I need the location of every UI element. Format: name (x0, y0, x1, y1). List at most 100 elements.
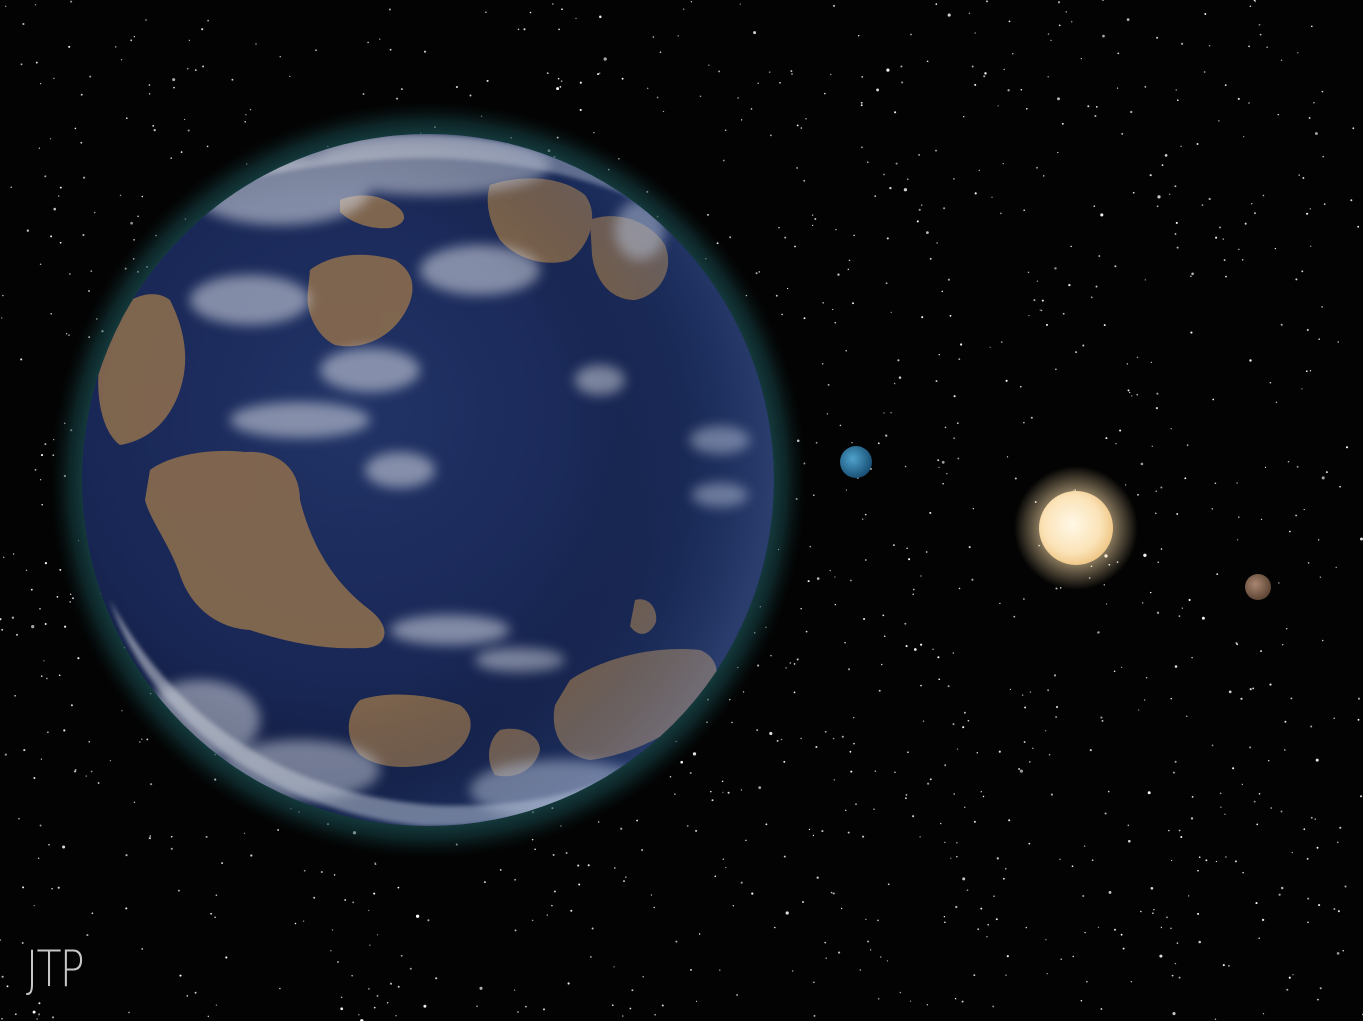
background-star (879, 956, 882, 958)
background-star (968, 546, 971, 549)
background-star (1006, 456, 1009, 458)
background-star (974, 192, 977, 195)
background-star (1308, 116, 1311, 119)
background-star (710, 790, 712, 793)
background-star (830, 891, 833, 894)
background-star (832, 308, 834, 311)
background-star (900, 65, 903, 68)
background-star (1036, 280, 1039, 282)
background-star (1141, 602, 1144, 604)
background-star (1188, 895, 1190, 897)
background-star (824, 92, 826, 95)
background-star (913, 648, 917, 651)
background-star (62, 845, 66, 849)
background-star (1357, 718, 1360, 721)
background-star (119, 194, 122, 197)
background-star (177, 889, 180, 892)
background-star (90, 270, 93, 272)
background-star (1318, 904, 1321, 907)
background-star (207, 1015, 210, 1018)
background-star (395, 1015, 397, 1017)
background-star (575, 17, 577, 20)
background-star (941, 460, 945, 464)
background-star (1249, 746, 1252, 749)
background-star (621, 77, 624, 80)
background-star (1360, 537, 1363, 541)
background-star (1149, 174, 1152, 177)
background-star (469, 94, 472, 97)
background-star (805, 118, 807, 120)
background-star (929, 778, 932, 781)
background-star (1344, 885, 1347, 888)
background-star (718, 70, 721, 73)
background-star (415, 914, 420, 918)
background-star (373, 1006, 376, 1009)
background-star (80, 141, 83, 144)
background-star (827, 383, 830, 386)
background-star (514, 929, 517, 932)
background-star (207, 19, 209, 22)
background-star (953, 395, 956, 398)
background-star (1120, 666, 1123, 669)
background-star (376, 934, 379, 936)
background-star (40, 758, 43, 760)
background-star (781, 313, 783, 316)
background-star (41, 503, 43, 506)
background-star (874, 770, 877, 772)
background-star (986, 936, 988, 938)
background-star (38, 147, 41, 149)
background-star (956, 748, 959, 750)
background-star (805, 630, 808, 633)
background-star (850, 579, 852, 582)
background-star (800, 607, 802, 610)
background-star (936, 242, 938, 244)
background-star (1306, 328, 1309, 332)
background-star (1309, 370, 1312, 372)
background-star (1319, 576, 1322, 578)
background-star (873, 808, 875, 810)
background-star (699, 95, 702, 98)
background-star (722, 159, 725, 162)
background-star (1201, 616, 1205, 620)
background-star (1290, 697, 1293, 700)
background-star (579, 108, 582, 112)
background-star (125, 907, 128, 910)
background-star (944, 764, 947, 767)
background-star (16, 633, 18, 636)
background-star (826, 413, 829, 415)
background-star (758, 786, 762, 789)
background-star (593, 132, 595, 134)
background-star (1188, 598, 1191, 602)
background-star (789, 662, 791, 664)
background-star (1269, 683, 1272, 686)
background-star (785, 911, 789, 915)
background-star (832, 892, 835, 895)
background-star (1012, 52, 1014, 55)
background-star (51, 887, 53, 890)
background-star (1029, 691, 1032, 693)
background-star (950, 857, 952, 859)
background-star (70, 704, 73, 707)
background-star (1198, 940, 1201, 944)
background-star (1164, 154, 1168, 157)
background-star (1070, 245, 1072, 248)
background-star (816, 876, 819, 879)
background-star (1262, 194, 1265, 197)
background-star (883, 635, 886, 638)
background-star (1113, 670, 1116, 673)
background-star (1266, 46, 1268, 49)
background-star (150, 783, 153, 786)
background-star (38, 1013, 41, 1016)
background-star (800, 737, 802, 740)
background-star (1298, 174, 1300, 176)
background-star (629, 1007, 632, 1010)
background-star (611, 1004, 614, 1007)
background-star (785, 667, 787, 669)
background-star (1238, 516, 1240, 518)
background-star (333, 874, 336, 876)
background-star (542, 1008, 546, 1011)
background-star (74, 770, 77, 773)
background-star (255, 43, 257, 45)
background-star (1041, 299, 1044, 302)
background-star (1176, 942, 1179, 944)
